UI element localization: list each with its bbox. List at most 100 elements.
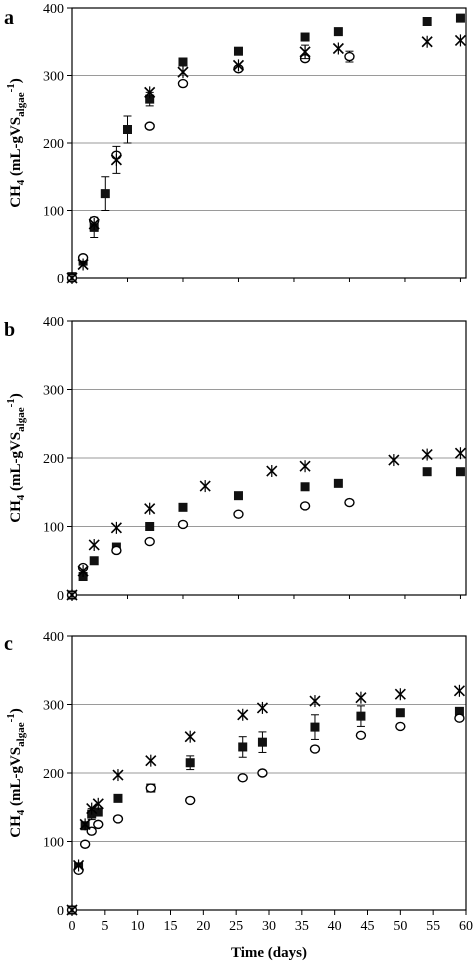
x-tick-label: 55 — [426, 919, 440, 934]
panel-b: 0 100 200 300 400 b CH4 (mL-gVSalgae-1) — [4, 315, 467, 604]
series-circle — [66, 50, 355, 283]
x-tick-label: 45 — [361, 919, 375, 934]
data-point-circle — [237, 773, 248, 783]
data-point-square — [422, 17, 432, 26]
data-point-square — [89, 556, 99, 566]
x-tick-label: 35 — [295, 919, 309, 934]
data-point-asterisk — [454, 34, 467, 47]
data-point-asterisk — [88, 538, 100, 551]
series-asterisk — [66, 34, 467, 284]
panel-a: 0 100 200 300 400 a CH4 (mL-gVSalgae-1) — [4, 2, 467, 287]
series-square — [67, 467, 465, 600]
data-point-asterisk — [66, 272, 78, 284]
data-point-square — [455, 13, 465, 23]
y-tick-label: 0 — [57, 589, 64, 604]
data-point-circle — [177, 519, 189, 530]
y-tick-label: 400 — [43, 630, 64, 645]
y-tick-label: 300 — [43, 70, 64, 85]
data-point-asterisk — [237, 708, 249, 721]
data-point-square — [93, 807, 103, 817]
data-point-square — [257, 737, 267, 747]
y-tick-label: 0 — [57, 904, 64, 919]
data-point-asterisk — [199, 480, 211, 493]
data-point-square — [455, 467, 465, 477]
x-tick-label: 25 — [229, 919, 243, 934]
x-tick-label: 20 — [196, 919, 210, 934]
series-asterisk — [66, 447, 467, 601]
data-point-circle — [344, 51, 355, 62]
data-point-square — [233, 491, 243, 501]
data-point-circle — [184, 795, 196, 806]
data-point-square — [333, 27, 343, 37]
data-point-square — [178, 57, 188, 67]
data-point-circle — [454, 713, 465, 723]
data-point-asterisk — [394, 688, 406, 701]
data-point-square — [300, 482, 310, 492]
data-point-square — [422, 467, 432, 477]
data-point-circle — [395, 721, 406, 732]
x-tick-label: 5 — [101, 919, 108, 934]
data-point-circle — [145, 783, 157, 793]
data-point-asterisk — [77, 565, 89, 578]
data-point-square — [356, 711, 366, 721]
series-circle — [66, 497, 355, 600]
data-point-circle — [177, 78, 189, 89]
data-point-asterisk — [454, 447, 467, 460]
data-point-square — [333, 478, 343, 488]
data-point-asterisk — [88, 218, 100, 230]
data-point-circle — [93, 819, 104, 830]
data-point-square — [122, 125, 132, 134]
data-point-square — [178, 502, 188, 512]
data-point-circle — [299, 501, 311, 511]
data-point-square — [185, 758, 195, 768]
data-point-asterisk — [110, 153, 122, 166]
data-point-asterisk — [299, 460, 311, 473]
data-point-square — [145, 94, 155, 104]
data-point-circle — [355, 730, 367, 741]
x-tick-label: 15 — [164, 919, 178, 934]
data-point-circle — [309, 744, 321, 754]
data-point-asterisk — [421, 35, 433, 48]
data-point-square — [145, 522, 155, 531]
y-tick-label: 100 — [43, 836, 64, 851]
data-point-circle — [79, 839, 91, 849]
data-point-square — [300, 32, 310, 42]
data-point-circle — [257, 768, 268, 778]
x-tick-label: 10 — [131, 919, 145, 934]
y-tick-label: 200 — [43, 767, 64, 782]
y-tick-label: 300 — [43, 384, 64, 399]
data-point-asterisk — [256, 701, 268, 714]
data-point-asterisk — [332, 42, 344, 55]
y-tick-label: 200 — [43, 137, 64, 152]
data-point-asterisk — [66, 904, 78, 916]
x-tick-label: 50 — [393, 919, 407, 934]
data-point-asterisk — [177, 66, 189, 79]
panel-label: c — [4, 633, 13, 655]
x-axis-label: Time (days) — [231, 945, 307, 961]
data-point-asterisk — [184, 730, 196, 743]
x-tick-label: 40 — [328, 919, 342, 934]
data-point-asterisk — [266, 465, 278, 478]
data-point-square — [238, 742, 248, 752]
y-axis-label: CH4 (mL-gVSalgae-1) — [5, 78, 27, 208]
data-point-circle — [344, 497, 355, 508]
data-point-asterisk — [355, 691, 367, 704]
data-point-asterisk — [92, 797, 104, 810]
data-point-asterisk — [73, 859, 85, 872]
data-point-circle — [233, 509, 244, 519]
data-point-square — [100, 189, 110, 199]
y-tick-label: 100 — [43, 205, 64, 220]
data-point-asterisk — [77, 258, 89, 271]
y-tick-label: 200 — [43, 452, 64, 467]
panel-label: a — [4, 7, 14, 29]
series-square — [67, 13, 465, 282]
series-square — [67, 705, 464, 915]
data-point-square — [310, 722, 320, 732]
data-point-square — [113, 793, 123, 803]
data-point-asterisk — [144, 86, 156, 99]
y-tick-label: 400 — [43, 315, 64, 330]
data-point-asterisk — [232, 59, 245, 72]
y-tick-label: 400 — [43, 2, 64, 17]
data-point-asterisk — [66, 589, 78, 601]
data-point-asterisk — [388, 454, 400, 467]
